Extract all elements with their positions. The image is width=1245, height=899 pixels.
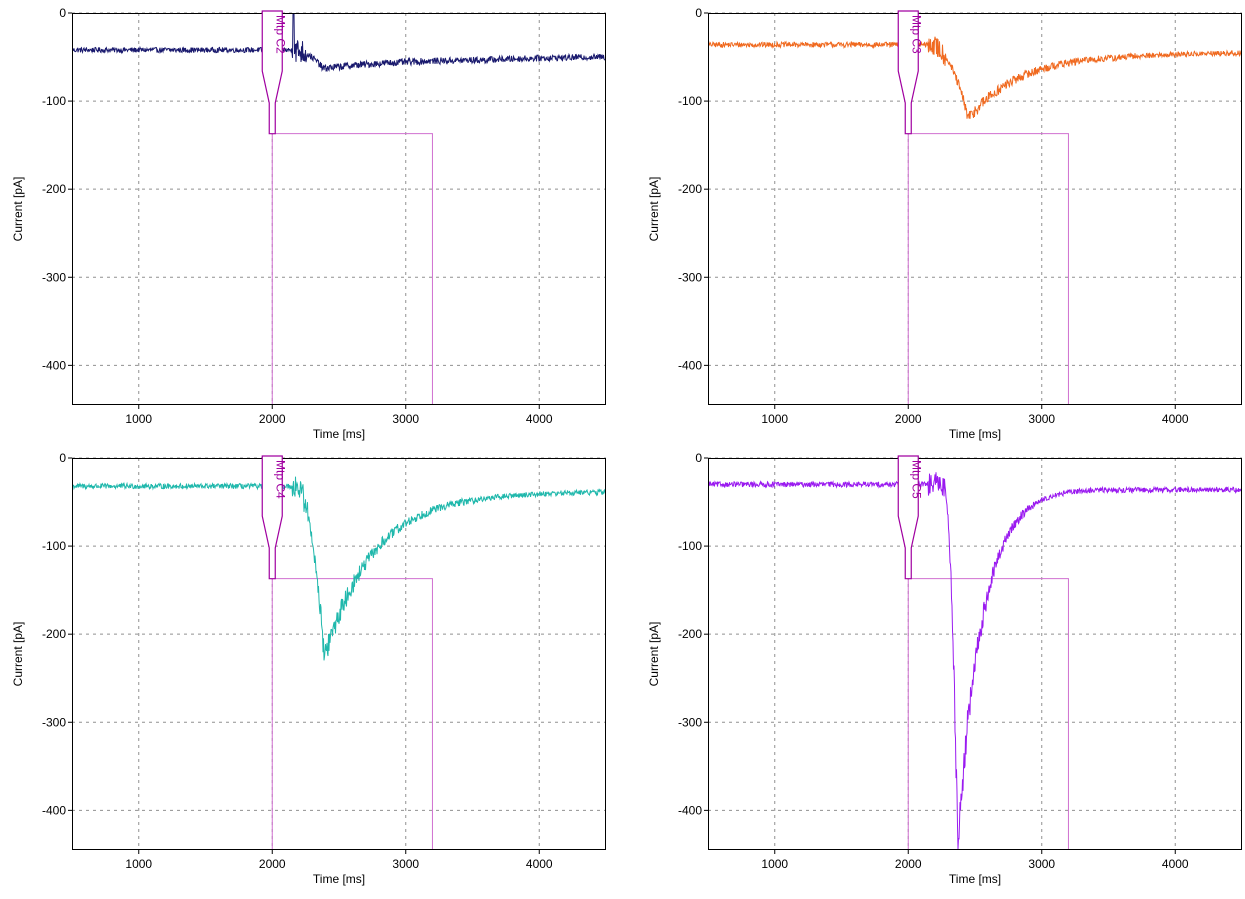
y-tick-label: -400 bbox=[678, 803, 702, 817]
pipette-icon bbox=[261, 10, 283, 135]
y-tick-label: -300 bbox=[42, 715, 66, 729]
pipette-icon bbox=[261, 455, 283, 580]
x-tick-label: 1000 bbox=[125, 412, 152, 426]
series-line-2 bbox=[708, 36, 1242, 119]
y-tick-label: 0 bbox=[695, 451, 702, 465]
y-tick-label: -100 bbox=[678, 94, 702, 108]
chart-panel-2: 1000 2000 3000 4000 0 -100 -200 -300 -400 Time [m… bbox=[647, 6, 1242, 441]
pipette-marker: Mtp C4 bbox=[261, 455, 287, 580]
x-tick-label: 1000 bbox=[761, 857, 788, 871]
plot-frame bbox=[72, 13, 606, 405]
plot-frame bbox=[708, 458, 1242, 850]
y-tick-label: -200 bbox=[42, 182, 66, 196]
pipette-marker: Mtp C5 bbox=[897, 455, 923, 580]
y-axis-label: Current [pA] bbox=[11, 622, 25, 687]
pipette-icon bbox=[897, 455, 919, 580]
plot-frame bbox=[708, 13, 1242, 405]
x-tick-label: 4000 bbox=[1162, 412, 1189, 426]
chart-panel-4: 1000 2000 3000 4000 0 -100 -200 -300 -400 Time [m… bbox=[647, 451, 1242, 886]
y-tick-label: -100 bbox=[42, 539, 66, 553]
x-tick-label: 1000 bbox=[761, 412, 788, 426]
y-axis-label: Current [pA] bbox=[647, 177, 661, 242]
x-tick-label: 2000 bbox=[259, 857, 286, 871]
x-tick-label: 2000 bbox=[259, 412, 286, 426]
x-tick-label: 3000 bbox=[392, 412, 419, 426]
y-tick-label: 0 bbox=[59, 451, 66, 465]
stimulus-trace bbox=[271, 133, 433, 405]
pipette-marker: Mtp C3 bbox=[897, 10, 923, 135]
y-tick-label: -100 bbox=[42, 94, 66, 108]
x-tick-label: 1000 bbox=[125, 857, 152, 871]
x-tick-label: 3000 bbox=[392, 857, 419, 871]
series-line-3 bbox=[72, 476, 606, 661]
y-tick-label: -400 bbox=[42, 358, 66, 372]
x-tick-label: 3000 bbox=[1028, 857, 1055, 871]
pipette-icon bbox=[897, 10, 919, 135]
x-axis-label: Time [ms] bbox=[313, 427, 365, 441]
y-tick-label: -300 bbox=[678, 270, 702, 284]
y-tick-label: -200 bbox=[678, 182, 702, 196]
plot-frame bbox=[72, 458, 606, 850]
x-axis-label: Time [ms] bbox=[949, 427, 1001, 441]
y-axis-label: Current [pA] bbox=[11, 177, 25, 242]
x-axis-label: Time [ms] bbox=[949, 872, 1001, 886]
y-tick-label: -200 bbox=[42, 627, 66, 641]
y-tick-label: -400 bbox=[42, 803, 66, 817]
x-tick-label: 4000 bbox=[526, 412, 553, 426]
series-line-1 bbox=[72, 13, 606, 73]
pipette-marker: Mtp C2 bbox=[261, 10, 287, 135]
y-tick-label: -300 bbox=[42, 270, 66, 284]
series-line-4 bbox=[708, 472, 1242, 850]
chart-panel-3: 1000 2000 3000 4000 0 -100 -200 -300 -400 Time [m… bbox=[11, 451, 606, 886]
y-tick-label: -100 bbox=[678, 539, 702, 553]
marker-label: Mtp C2 bbox=[273, 15, 287, 54]
stimulus-trace bbox=[271, 578, 433, 850]
x-tick-label: 4000 bbox=[526, 857, 553, 871]
y-axis-label: Current [pA] bbox=[647, 622, 661, 687]
y-tick-label: 0 bbox=[695, 6, 702, 20]
x-tick-label: 4000 bbox=[1162, 857, 1189, 871]
y-tick-label: -400 bbox=[678, 358, 702, 372]
chart-panel-1: 1000 2000 3000 4000 0 -100 -200 -300 -400 Time [m… bbox=[11, 6, 606, 441]
x-tick-label: 2000 bbox=[895, 857, 922, 871]
x-tick-label: 3000 bbox=[1028, 412, 1055, 426]
marker-label: Mtp C4 bbox=[273, 460, 287, 499]
x-axis-label: Time [ms] bbox=[313, 872, 365, 886]
y-tick-label: -200 bbox=[678, 627, 702, 641]
x-tick-label: 2000 bbox=[895, 412, 922, 426]
y-tick-label: 0 bbox=[59, 6, 66, 20]
stimulus-trace bbox=[907, 578, 1069, 850]
marker-label: Mtp C5 bbox=[909, 460, 923, 499]
stimulus-trace bbox=[907, 133, 1069, 405]
y-tick-label: -300 bbox=[678, 715, 702, 729]
marker-label: Mtp C3 bbox=[909, 15, 923, 54]
